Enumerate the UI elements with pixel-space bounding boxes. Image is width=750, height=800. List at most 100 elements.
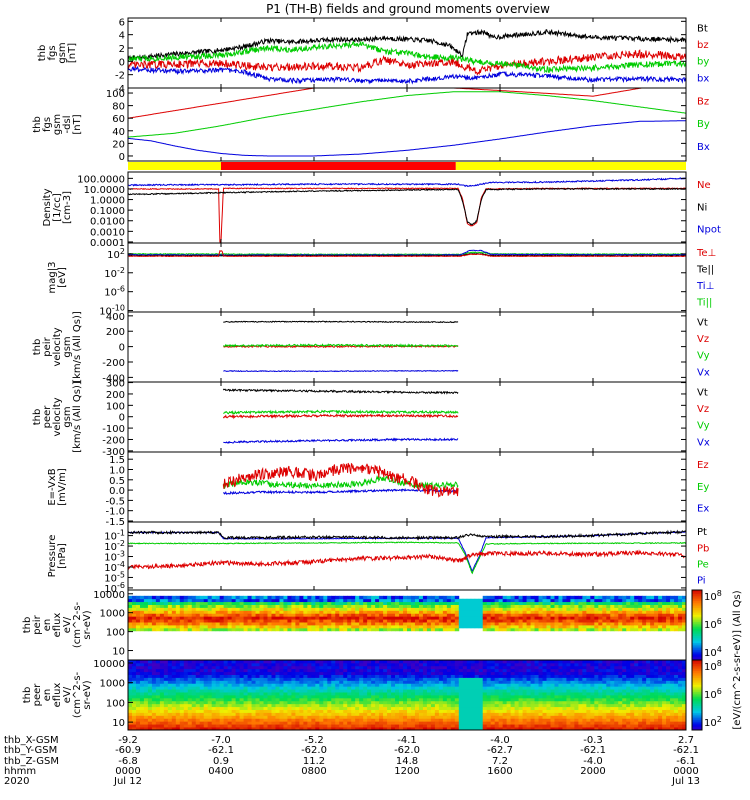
spectrogram-cell [351,674,356,678]
spectrogram-cell [546,715,551,719]
spectrogram-cell [666,627,671,632]
spectrogram-cell [359,727,364,731]
spectrogram-cell [462,727,468,731]
spectrogram-cell [139,627,145,632]
spectrogram-cell [478,692,484,696]
colorbar-cell [692,644,702,647]
spectrogram-cell [566,724,571,728]
spectrogram-cell [470,613,476,617]
spectrogram-cell [606,598,611,603]
spectrogram-cell [363,695,368,699]
spectrogram-cell [450,692,456,696]
spectrogram-cell [566,660,571,664]
spectrogram-cell [151,610,157,614]
spectrogram-cell [426,625,432,629]
spectrogram-cell [414,660,420,664]
spectrogram-cell [203,671,209,675]
spectrograms: 10000100010010thbpeirenefluxeV/(cm^2-s-s… [22,589,743,731]
spectrogram-cell [335,686,340,690]
spectrogram-cell [403,677,408,681]
spectrogram-cell [446,662,452,667]
spectrogram-cell [510,598,516,603]
spectrogram-cell [626,595,631,600]
spectrogram-cell [538,727,543,731]
spectrogram-cell [331,607,336,611]
ylabel: Density[1/cc][cm-3] [42,188,73,226]
spectrogram-cell [311,689,316,693]
spectrogram-cell [558,665,563,670]
spectrogram-cell [319,677,324,681]
spectrogram-cell [434,625,440,629]
spectrogram-cell [410,706,416,710]
ytick-label: 0.5 [109,476,125,487]
colorbar-cell [692,623,702,626]
spectrogram-cell [343,619,348,623]
spectrogram-cell [291,622,296,626]
spectrogram-cell [147,683,153,687]
spectrogram-cell [128,727,133,731]
spectrogram-cell [159,715,165,719]
spectrogram-cell [518,715,523,719]
spectrogram-cell [618,619,623,623]
spectrogram-cell [403,627,408,632]
spectrogram-cell [335,610,340,614]
spectrogram-cell [187,601,193,605]
spectrogram-cell [450,712,456,716]
spectrogram-cell [662,598,667,603]
spectrogram-cell [167,627,173,632]
spectrogram-cell [426,709,432,713]
spectrogram-cell [598,671,603,675]
spectrogram-cell [554,622,559,626]
spectrogram-cell [534,601,539,605]
spectrogram-cell [243,680,248,684]
spectrogram-cell [558,610,563,614]
spectrogram-cell [414,692,420,696]
spectrogram-cell [359,680,364,684]
spectrogram-cell [363,721,368,725]
spectrogram-cell [598,727,603,731]
spectrogram-cell [331,668,336,673]
spectrogram-cell [506,703,512,708]
spectrogram-cell [542,665,547,670]
spectrogram-cell [534,692,539,696]
spectrogram-cell [438,613,444,617]
spectrogram-cell [554,674,559,678]
spectrogram-cell [418,692,424,696]
spectrogram-cell [494,700,500,705]
spectrogram-cell [538,674,543,678]
spectrogram-cell [494,627,500,632]
spectrogram-cell [235,686,240,690]
spectrogram-cell [454,721,460,725]
spectrogram-cell [562,706,567,710]
spectrogram-cell [207,680,213,684]
spectrogram-cell [502,610,508,614]
spectrogram-cell [199,665,205,670]
spectrogram-cell [203,724,209,728]
spectrogram-cell [430,607,436,611]
spectrogram-cell [327,697,332,702]
spectrogram-cell [343,613,348,617]
spectrogram-cell [147,727,153,731]
spectrogram-cell [486,712,492,716]
spectrogram-cell [163,680,169,684]
colorbar-cell [692,591,702,594]
spectrogram-cell [363,601,368,605]
spectrogram-cell [466,610,472,614]
spectrogram-cell [558,724,563,728]
spectrogram-cell [510,703,516,708]
spectrogram-cell [490,671,496,675]
spectrogram-cell [622,601,627,605]
spectrogram-cell [143,727,149,731]
spectrogram-cell [139,680,145,684]
spectrogram-cell [638,622,643,626]
spectrogram-cell [570,627,575,632]
spectrogram-cell [414,724,420,728]
spectrogram-cell [538,662,543,667]
spectrogram-cell [478,718,484,722]
spectrogram-cell [590,622,595,626]
spectrogram-cell [482,622,488,626]
spectrogram-cell [231,627,237,632]
spectrogram-cell [195,703,201,708]
spectrogram-cell [542,692,547,696]
spectrogram-cell [371,627,376,632]
